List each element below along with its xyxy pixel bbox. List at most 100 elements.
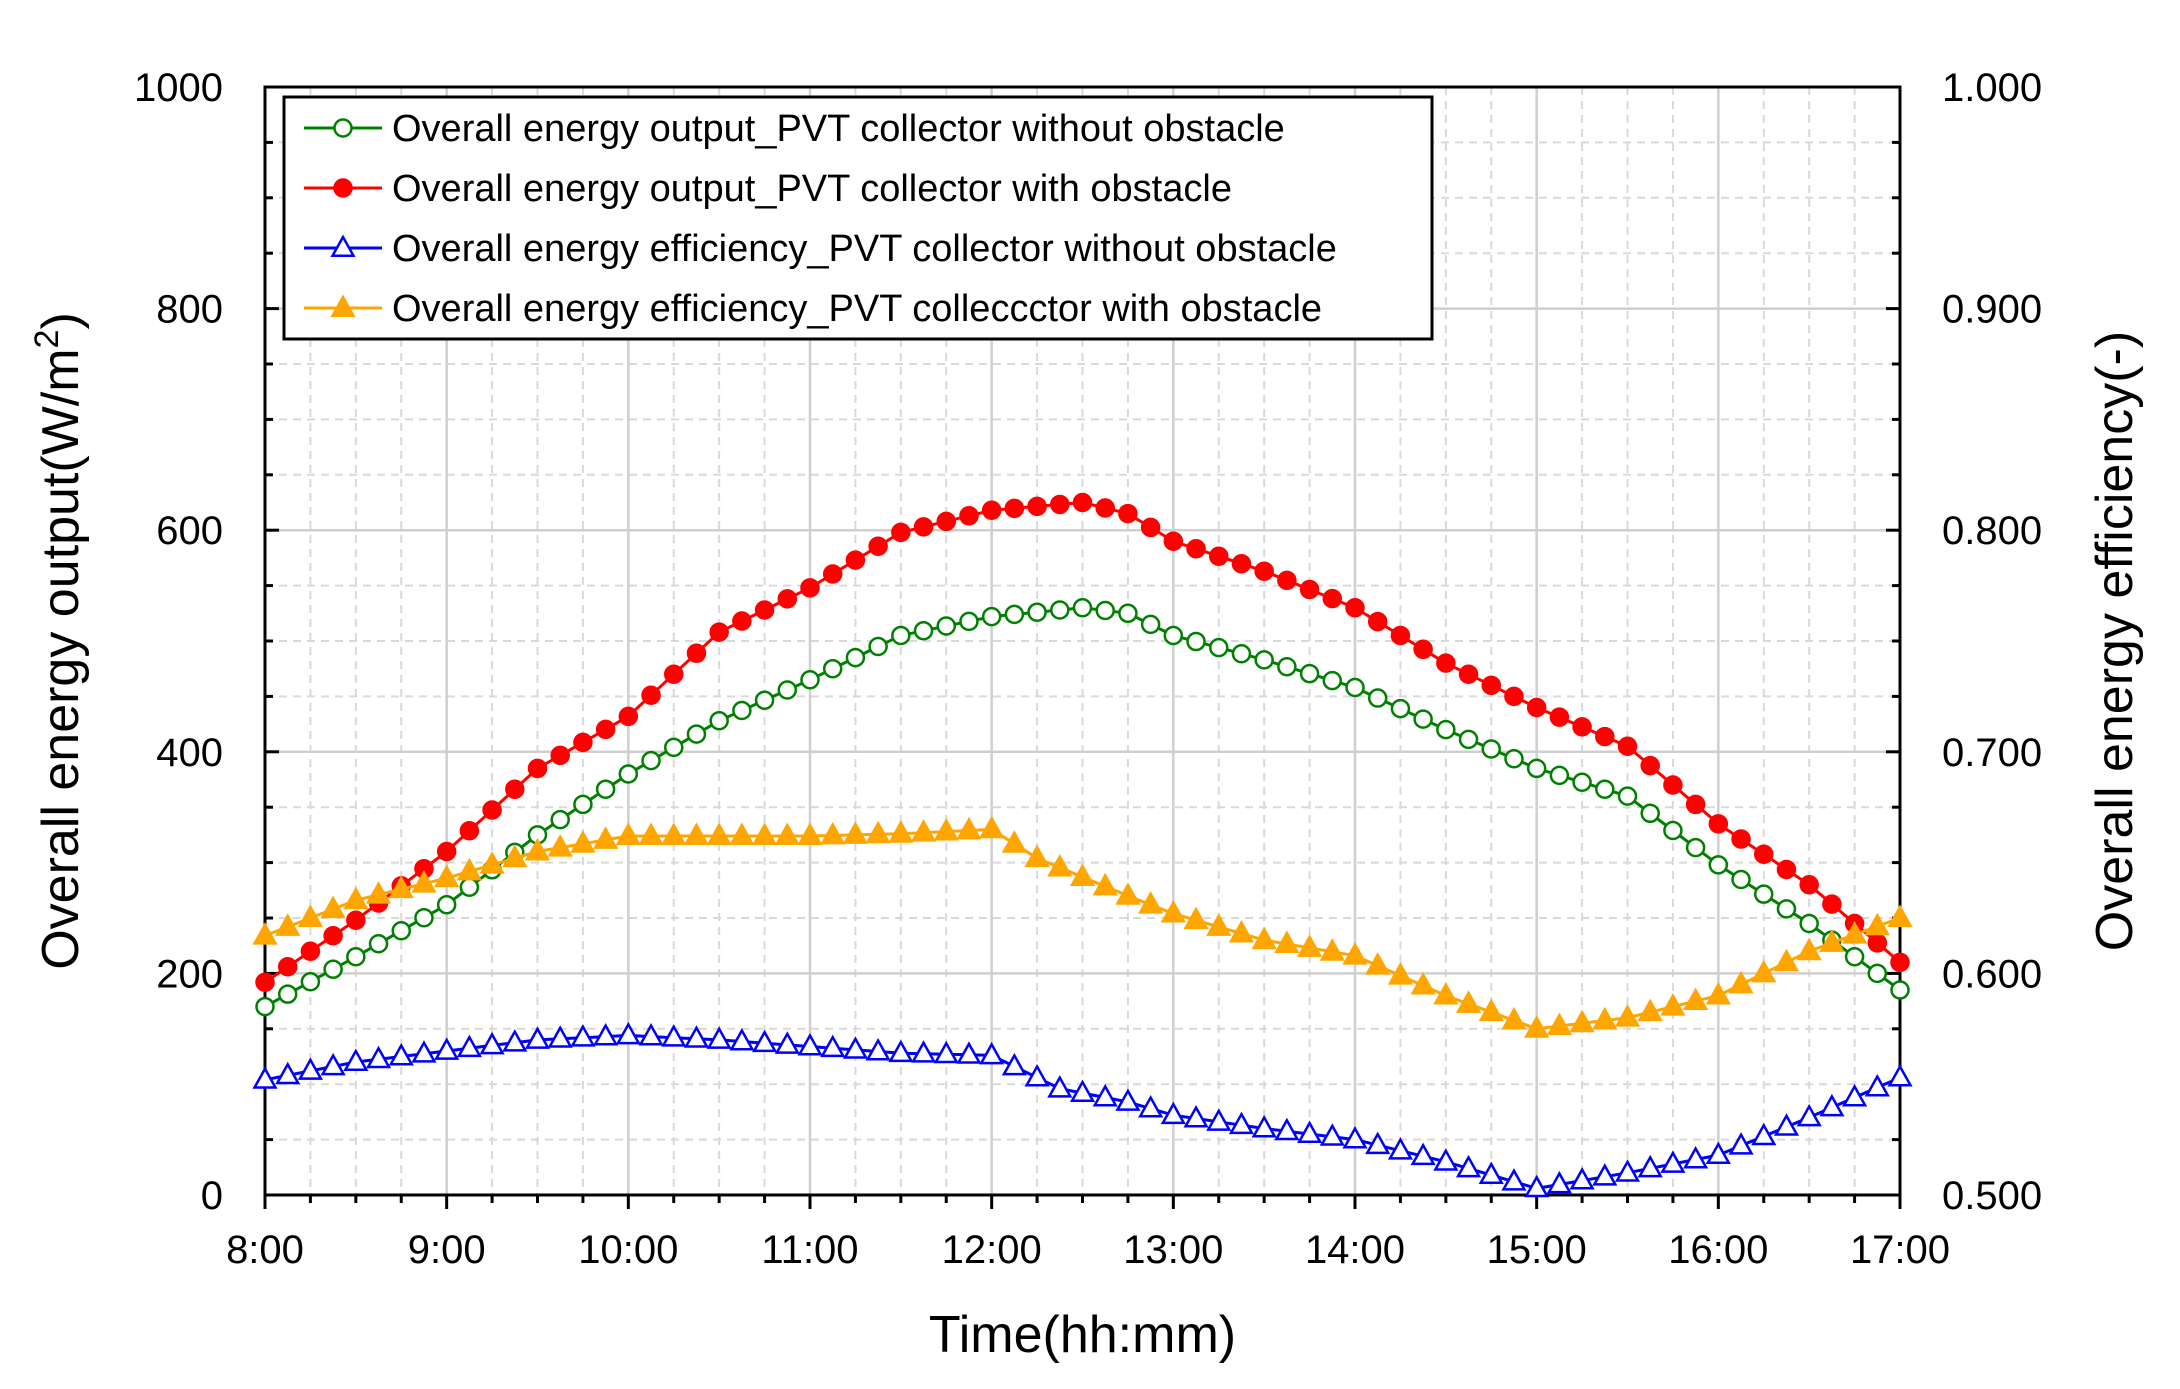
series-3-point (1842, 1083, 1868, 1107)
series-3-point (638, 1022, 664, 1046)
series-3-point (1365, 1131, 1391, 1155)
series-3-point (570, 1024, 596, 1047)
series-2-point (732, 611, 752, 631)
series-2-point (595, 719, 616, 740)
series-2-point (845, 550, 866, 570)
series-4-point (910, 819, 937, 842)
x-tick-label: 17:00 (1850, 1228, 1950, 1272)
series-1-point (936, 616, 956, 636)
series-4-point (774, 822, 800, 845)
series-3-point (1637, 1154, 1663, 1178)
series-1-point (868, 636, 888, 657)
y-left-tick-label: 600 (156, 509, 223, 553)
series-1-point (573, 794, 593, 815)
series-3-point (1569, 1167, 1595, 1190)
series-3-point (252, 1066, 278, 1089)
series-3-point (1069, 1079, 1096, 1103)
series-4-point (252, 922, 278, 945)
series-4-point (1705, 981, 1731, 1005)
series-1-point (1844, 947, 1865, 967)
series-4-point (1478, 998, 1504, 1022)
series-1-point (1640, 803, 1660, 824)
legend-label-3: Overall energy efficiency_PVT collector … (392, 228, 1337, 270)
series-1-point (618, 764, 639, 784)
y-right-tick-label: 0.500 (1942, 1174, 2042, 1218)
series-2-point (1277, 570, 1297, 591)
series-1-point (1277, 657, 1297, 677)
series-3-point (1660, 1150, 1686, 1173)
series-2-point (1617, 736, 1638, 757)
series-1-point (754, 690, 775, 711)
series-1-point (1209, 637, 1229, 658)
series-2-point (777, 589, 798, 609)
series-2-point (936, 511, 956, 532)
series-2-point (1640, 755, 1660, 776)
series-4-point (1819, 929, 1845, 952)
series-3-point (547, 1025, 573, 1048)
legend-item-1: Overall energy output_PVT collector with… (304, 108, 1285, 150)
legend-marker-2 (333, 178, 353, 198)
series-3-point (1274, 1117, 1300, 1141)
series-2-point (1095, 498, 1115, 518)
y-left-axis-title-close: ) (32, 312, 90, 329)
series-3-point (774, 1031, 800, 1054)
series-1-point (1890, 980, 1910, 1000)
series-3-point (1228, 1111, 1255, 1135)
series-4-point (1410, 972, 1436, 995)
series-1-point (1004, 604, 1025, 625)
series-2-point (482, 800, 502, 820)
y-right-tick-label: 0.700 (1942, 731, 2042, 775)
series-4-point (979, 815, 1005, 839)
series-1-point (1663, 820, 1683, 841)
series-4-point (706, 822, 732, 845)
series-3-point (1546, 1170, 1572, 1194)
series-4-point (1842, 921, 1868, 944)
series-2-point (1663, 775, 1683, 795)
series-1-point (277, 984, 298, 1004)
series-3-point (388, 1042, 414, 1066)
series-3-point (979, 1041, 1005, 1065)
series-2-point (1345, 598, 1365, 618)
series-4-point (434, 864, 460, 888)
series-4-point (752, 822, 778, 845)
series-2-point (1458, 664, 1479, 684)
series-4-point (1365, 952, 1391, 975)
series-3-point (1160, 1101, 1186, 1125)
series-1-point (1163, 625, 1184, 646)
series-1-point (1504, 748, 1524, 769)
series-3-point (1206, 1108, 1232, 1131)
series-4-point (1614, 1004, 1641, 1027)
series-1-point (732, 700, 752, 721)
x-tick-label: 14:00 (1305, 1228, 1405, 1272)
series-3-point (842, 1036, 868, 1059)
series-1-point (414, 907, 434, 928)
series-2-point (913, 517, 934, 537)
series-4-point (933, 818, 959, 841)
series-4-point (615, 822, 641, 845)
y-left-tick-label: 400 (156, 731, 223, 775)
series-3-point (297, 1057, 323, 1080)
series-2-point (1390, 625, 1411, 646)
series-3-point (593, 1022, 619, 1046)
x-tick-label: 16:00 (1668, 1228, 1768, 1272)
y-right-tick-label: 0.800 (1942, 509, 2042, 553)
series-4-point (524, 837, 551, 861)
series-2-point (664, 664, 684, 684)
series-4-point (661, 822, 687, 845)
series-2-point (255, 972, 275, 993)
series-1-point (1595, 779, 1615, 799)
series-4-point (1796, 937, 1822, 961)
series-3-point (1773, 1113, 1800, 1136)
x-tick-label: 12:00 (942, 1228, 1042, 1272)
series-3-point (1887, 1063, 1913, 1087)
series-4-point (1024, 844, 1050, 868)
series-2-point (1140, 517, 1161, 538)
series-1-point (1254, 650, 1274, 670)
series-3-point (1297, 1120, 1323, 1144)
series-3-point (1614, 1159, 1641, 1182)
legend-marker-4 (330, 294, 356, 317)
series-1-point (1367, 688, 1388, 708)
series-3-point (1705, 1141, 1731, 1165)
series-2-point (1050, 494, 1070, 515)
series-3-point (411, 1040, 437, 1063)
